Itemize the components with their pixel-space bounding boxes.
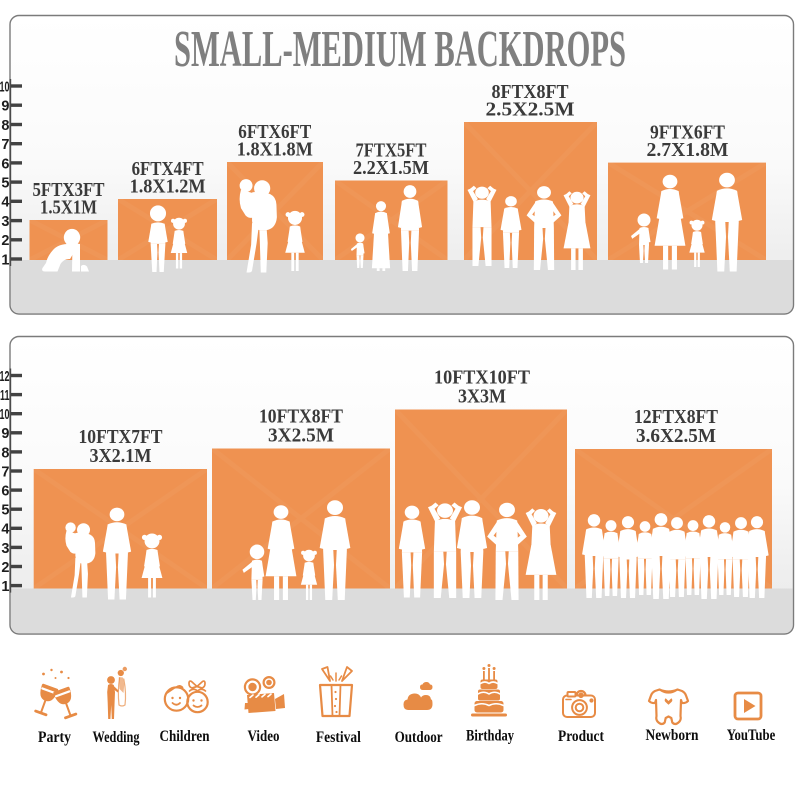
svg-text:8: 8 (1, 445, 9, 461)
svg-text:3: 3 (1, 541, 9, 557)
svg-text:6: 6 (1, 484, 9, 500)
svg-text:1.8X1.2M: 1.8X1.2M (130, 177, 206, 198)
svg-text:3X3M: 3X3M (458, 386, 506, 408)
svg-text:1: 1 (1, 579, 9, 595)
svg-text:2.7X1.8M: 2.7X1.8M (647, 140, 729, 161)
svg-text:3: 3 (1, 214, 9, 230)
svg-text:10FTX10FT: 10FTX10FT (434, 367, 530, 389)
svg-text:10FTX7FT: 10FTX7FT (79, 426, 163, 448)
svg-text:SMALL-MEDIUM BACKDROPS: SMALL-MEDIUM BACKDROPS (174, 21, 626, 78)
svg-text:2.5X2.5M: 2.5X2.5M (486, 100, 575, 121)
svg-text:6FTX6FT: 6FTX6FT (238, 122, 311, 143)
svg-text:8: 8 (1, 118, 9, 134)
svg-text:7: 7 (1, 464, 9, 480)
svg-text:9: 9 (1, 99, 9, 115)
svg-text:5: 5 (1, 503, 9, 519)
svg-text:YouTube: YouTube (727, 727, 776, 744)
svg-text:Wedding: Wedding (93, 729, 140, 746)
svg-text:9FTX6FT: 9FTX6FT (650, 123, 725, 144)
svg-text:4: 4 (1, 522, 9, 538)
svg-text:3.6X2.5M: 3.6X2.5M (636, 425, 716, 447)
svg-text:Outdoor: Outdoor (395, 729, 443, 746)
svg-text:1.5X1M: 1.5X1M (40, 198, 97, 219)
svg-text:7FTX5FT: 7FTX5FT (356, 141, 427, 162)
svg-text:2: 2 (1, 233, 9, 249)
svg-text:Party: Party (38, 729, 71, 746)
svg-text:5: 5 (1, 176, 9, 192)
svg-text:2.2X1.5M: 2.2X1.5M (353, 158, 429, 179)
svg-text:10: 10 (0, 78, 10, 95)
svg-text:9: 9 (1, 426, 9, 442)
svg-text:6: 6 (1, 156, 9, 172)
svg-text:Newborn: Newborn (646, 727, 699, 744)
svg-text:1.8X1.8M: 1.8X1.8M (237, 140, 313, 161)
svg-text:8FTX8FT: 8FTX8FT (492, 82, 569, 103)
svg-text:3X2.1M: 3X2.1M (90, 445, 152, 467)
svg-text:Birthday: Birthday (466, 728, 514, 745)
svg-text:10FTX8FT: 10FTX8FT (259, 406, 343, 428)
svg-text:7: 7 (1, 137, 9, 153)
svg-text:10: 10 (0, 406, 10, 423)
svg-text:Festival: Festival (316, 729, 362, 746)
svg-text:Video: Video (248, 728, 280, 745)
svg-text:1: 1 (1, 252, 9, 268)
svg-text:3X2.5M: 3X2.5M (268, 425, 334, 447)
svg-text:11: 11 (0, 387, 10, 404)
svg-text:Children: Children (160, 728, 210, 745)
svg-text:2: 2 (1, 560, 9, 576)
svg-text:12FTX8FT: 12FTX8FT (634, 406, 718, 428)
svg-text:Product: Product (558, 728, 605, 745)
svg-text:4: 4 (1, 195, 9, 211)
svg-text:12: 12 (0, 368, 10, 385)
svg-text:5FTX3FT: 5FTX3FT (33, 180, 105, 201)
svg-text:6FTX4FT: 6FTX4FT (132, 159, 204, 180)
